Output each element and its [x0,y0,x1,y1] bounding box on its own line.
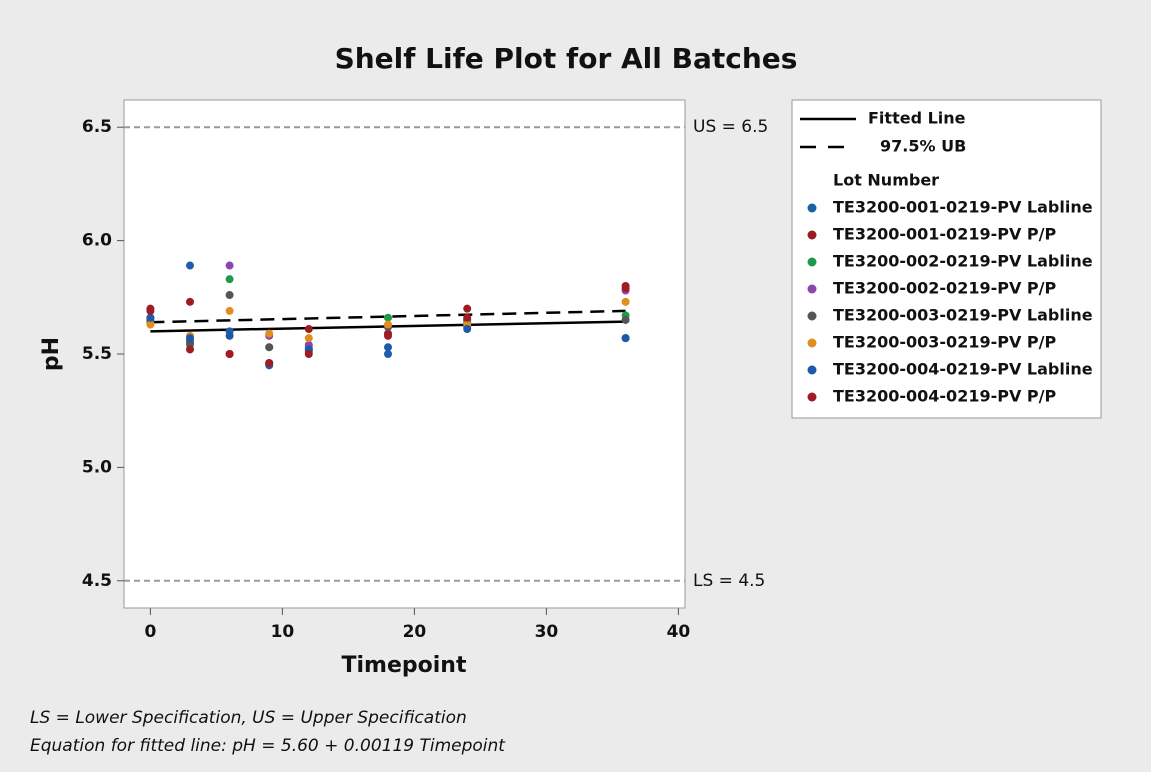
point [225,291,234,300]
point [463,325,472,334]
legend-label: Fitted Line [868,109,966,128]
legend-marker [807,203,817,213]
point [384,343,392,352]
legend-marker [807,392,817,402]
point [146,306,155,315]
point [384,320,392,329]
y-tick-label: 5.0 [82,457,112,477]
point [304,334,313,343]
point [463,313,472,322]
reference-label: US = 6.5 [693,117,768,137]
y-tick-label: 6.0 [82,231,112,251]
x-tick-label: 30 [535,622,559,642]
legend-label: TE3200-002-0219-PV Labline [833,252,1093,271]
point [384,350,392,358]
reference-label: LS = 4.5 [693,571,765,591]
point [621,334,630,343]
note: LS = Lower Specification, US = Upper Spe… [30,708,467,728]
fit-line [150,309,626,324]
y-axis-label: pH [39,337,64,371]
point [225,331,234,340]
y-tick-label: 5.5 [82,344,112,364]
legend-label: TE3200-004-0219-PV Labline [833,360,1093,379]
legend-label: TE3200-003-0219-PV Labline [833,306,1093,325]
legend-label: TE3200-001-0219-PV Labline [833,198,1093,217]
point [621,284,630,293]
point [225,306,234,315]
x-axis-label: Timepoint [342,653,467,678]
legend-label: TE3200-001-0219-PV P/P [833,225,1056,244]
point [621,315,630,324]
y-tick-label: 6.5 [82,117,112,137]
point [186,334,194,343]
point [146,313,155,322]
legend-label: TE3200-004-0219-PV P/P [833,387,1056,406]
point [186,345,194,354]
legend-marker [807,230,817,240]
plot-area [123,99,686,609]
y-tick-label: 4.5 [82,571,112,591]
legend-marker [807,338,817,348]
point [265,359,274,368]
x-tick-label: 0 [144,622,156,642]
legend-label: 97.5% UB [880,137,966,156]
point [265,343,274,352]
point [304,325,313,334]
legend-marker [807,311,817,321]
note: Equation for fitted line: pH = 5.60 + 0.… [30,736,506,756]
point [186,297,194,306]
point [225,275,234,284]
legend-label: TE3200-003-0219-PV P/P [833,333,1056,352]
point [463,304,472,313]
point [146,320,155,329]
point [225,350,234,358]
point [186,261,194,270]
legend-label: TE3200-002-0219-PV P/P [833,279,1056,298]
x-tick-label: 40 [667,622,691,642]
point [384,313,392,322]
point [225,261,234,270]
point [384,331,392,340]
point [265,329,274,338]
x-tick-label: 10 [271,622,295,642]
legend-title: Lot Number [833,171,939,190]
chart-title: Shelf Life Plot for All Batches [335,42,798,75]
point [304,350,313,358]
legend-marker [807,284,817,294]
x-tick-label: 20 [403,622,427,642]
legend-marker [807,365,817,375]
legend-marker [807,257,817,267]
point [621,297,630,306]
legend [791,99,1102,419]
